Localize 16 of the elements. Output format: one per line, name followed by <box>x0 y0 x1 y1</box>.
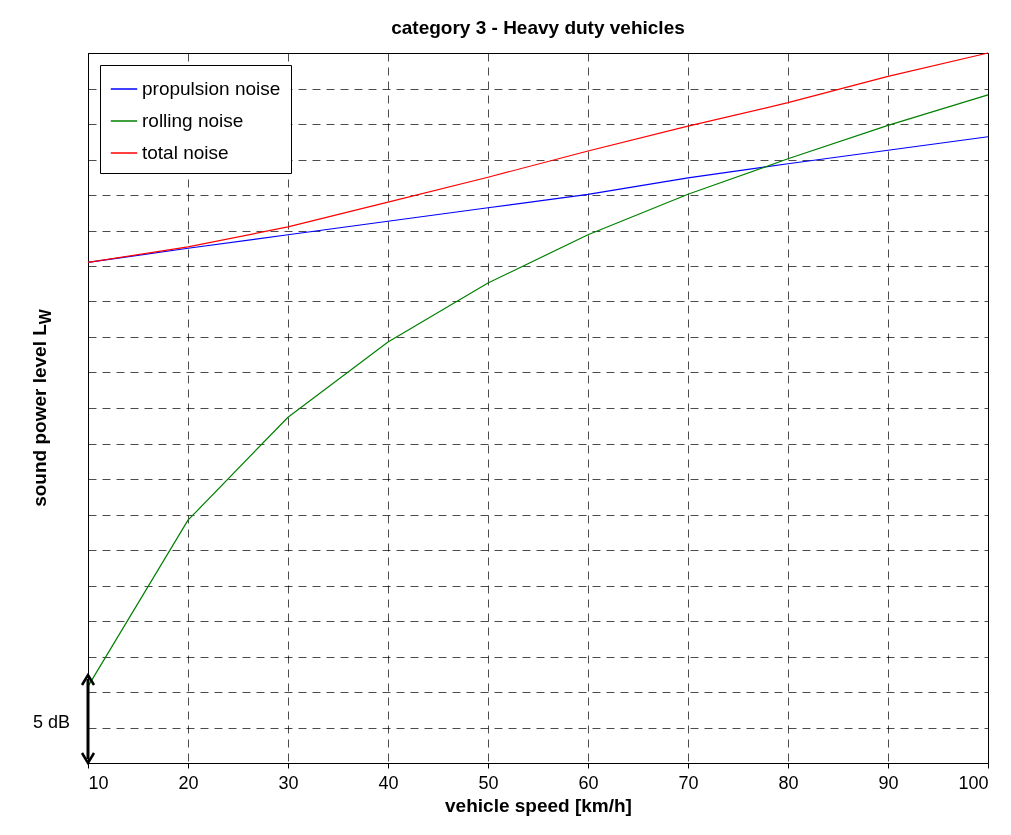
legend-label: rolling noise <box>142 110 244 131</box>
x-tick-label: 10 <box>88 772 109 793</box>
x-tick-label: 50 <box>478 772 499 793</box>
x-tick-label: 70 <box>678 772 699 793</box>
x-tick-label: 80 <box>778 772 799 793</box>
text: 5 dB <box>32 712 70 732</box>
chart-title: category 3 - Heavy duty vehicles <box>391 17 685 39</box>
x-tick-label: 60 <box>578 772 599 793</box>
legend-label: propulsion noise <box>142 78 281 99</box>
x-tick-label: 40 <box>378 772 399 793</box>
x-tick-label: 20 <box>178 772 199 793</box>
x-tick-label: 100 <box>958 772 989 793</box>
x-tick-label: 90 <box>878 772 899 793</box>
x-tick-label: 30 <box>278 772 299 793</box>
x-axis-title: vehicle speed [km/h] <box>445 794 632 816</box>
legend-label: total noise <box>142 142 229 163</box>
